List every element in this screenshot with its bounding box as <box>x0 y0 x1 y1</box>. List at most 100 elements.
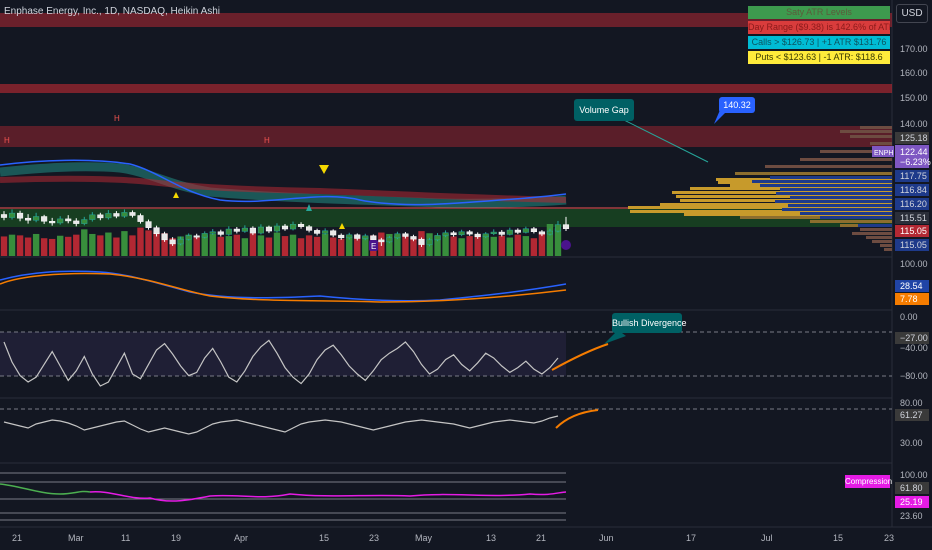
osc3-tag-bg <box>895 409 929 421</box>
volume-gap-callout[interactable]: Volume Gap <box>574 99 634 121</box>
price-tag-bg <box>895 132 929 144</box>
price-tag: 116.84 <box>900 185 927 195</box>
candle-body <box>498 231 505 235</box>
volume-profile-bar <box>840 130 892 133</box>
candle-body <box>370 235 377 241</box>
volume-bar <box>297 238 305 256</box>
price-tick: 140.00 <box>900 119 928 129</box>
candle-body <box>49 221 56 224</box>
volume-bar <box>32 233 40 256</box>
high-marker: H <box>4 136 10 145</box>
candle-body <box>538 231 545 235</box>
price-tag: 115.05 <box>900 226 927 236</box>
chart-title: Enphase Energy, Inc., 1D, NASDAQ, Heikin… <box>4 6 221 17</box>
volume-bar <box>442 233 449 256</box>
osc3-line <box>3 415 559 435</box>
volume-profile-bar <box>716 178 892 181</box>
candle-body <box>121 212 128 217</box>
volume-profile-bar <box>820 216 892 219</box>
candle-body <box>177 238 184 245</box>
volume-bar <box>402 234 409 256</box>
candle-body <box>482 233 489 238</box>
volume-profile-bar <box>770 176 892 179</box>
bullish-divergence-callout[interactable]: Bullish Divergence <box>612 313 687 333</box>
osc3-tick: 30.00 <box>900 438 923 448</box>
candle-body <box>281 225 289 230</box>
price-tag: 116.20 <box>900 199 927 209</box>
volume-bar <box>329 237 337 256</box>
volume-bar <box>506 237 513 256</box>
volume-profile-bar <box>852 232 892 235</box>
volume-gap-pointer <box>611 113 709 163</box>
ma-ribbon-red <box>0 175 567 203</box>
buy-triangle-marker <box>306 204 312 211</box>
time-tick: 13 <box>486 533 496 543</box>
volume-bar <box>105 232 112 256</box>
candle-body <box>354 234 361 239</box>
resistance-zones <box>0 13 892 227</box>
oscillator-axes: 100.00 28.54 7.78 0.00 −27.00 −40.00 −80… <box>895 259 929 521</box>
volume-bar <box>474 234 481 256</box>
price-tag-bg <box>895 239 929 251</box>
price-tick: 150.00 <box>900 93 928 103</box>
price-tag: 115.05 <box>900 240 927 250</box>
candle-body <box>346 234 353 239</box>
candlesticks <box>0 209 570 247</box>
time-axis[interactable]: 21 Mar 11 19 Apr 15 23 May 13 21 Jun 17 … <box>12 533 894 543</box>
atr-row-title: Saty ATR Levels <box>748 6 890 19</box>
candle-body <box>402 233 409 237</box>
price-tag: 122.44 <box>900 147 928 157</box>
time-tick: Jun <box>599 533 614 543</box>
volume-bar <box>185 234 192 256</box>
candle-body <box>386 237 393 243</box>
time-tick: Mar <box>68 533 84 543</box>
candle-body <box>81 219 88 224</box>
volume-bar <box>321 233 329 256</box>
osc4-tag: 25.19 <box>900 497 923 507</box>
volume-profile-bar <box>684 213 892 216</box>
volume-profile-bar <box>872 240 892 243</box>
volume-bar <box>121 231 128 256</box>
volume-profile-bar <box>765 165 892 168</box>
osc1-blue-line <box>0 270 567 302</box>
price-tag-bg <box>895 184 929 196</box>
earnings-marker <box>369 240 378 251</box>
volume-bar <box>225 236 232 256</box>
volume-profile-bar <box>775 200 892 203</box>
time-tick: 19 <box>171 533 181 543</box>
osc1-tick: 100.00 <box>900 259 928 269</box>
osc2-line <box>3 339 559 387</box>
volume-profile-bar <box>760 184 892 187</box>
candle-body <box>41 216 48 222</box>
volume-profile-bar <box>810 220 892 223</box>
symbol-tag: ENPH <box>874 150 893 157</box>
candle-body <box>57 218 64 224</box>
volume-bar <box>16 235 24 256</box>
price-flag-callout[interactable]: 140.32 <box>719 97 755 113</box>
volume-bar <box>458 238 465 256</box>
volume-bar <box>113 237 120 256</box>
candle-body <box>442 232 449 236</box>
osc2-tick: −40.00 <box>900 343 928 353</box>
candle-body <box>89 214 96 220</box>
volume-bar <box>346 236 353 256</box>
osc1-tag: 28.54 <box>900 281 923 291</box>
volume-bar <box>514 234 522 256</box>
osc4-tag-bg <box>895 482 929 494</box>
price-axis[interactable]: 170.00 160.00 150.00 140.00 125.18 ENPH … <box>872 44 931 251</box>
volume-bar <box>538 232 546 256</box>
osc1-tag-bg <box>895 280 929 292</box>
volume-profile-bar <box>870 142 892 145</box>
candle-body <box>338 234 345 239</box>
osc2-tick: 0.00 <box>900 312 918 322</box>
volume-bar <box>289 234 297 256</box>
currency-button[interactable]: USD <box>896 4 928 23</box>
volume-profile-bar <box>790 196 892 199</box>
divergence-pointer <box>604 330 626 344</box>
volume-bar <box>233 234 241 256</box>
candle-body <box>530 228 537 232</box>
volume-bar <box>434 235 441 256</box>
candle-body <box>378 239 385 243</box>
ma-line-blue <box>0 159 567 206</box>
osc4-tick: 23.60 <box>900 511 923 521</box>
